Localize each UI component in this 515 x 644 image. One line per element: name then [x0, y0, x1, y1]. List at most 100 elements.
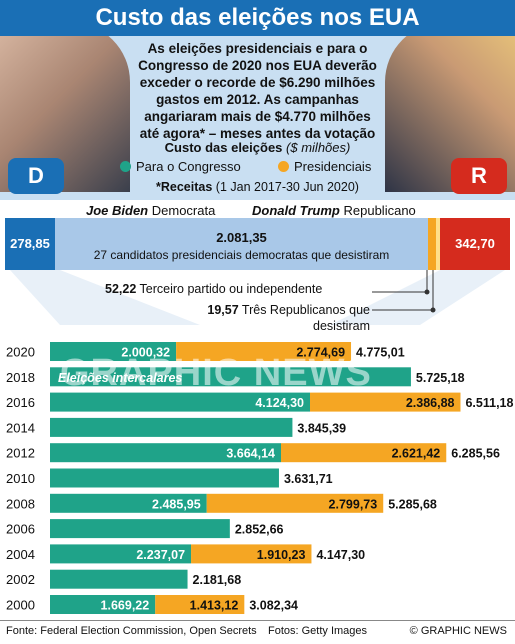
trump-name: Donald Trump — [252, 203, 340, 218]
year-label: 2002 — [6, 572, 35, 587]
legend-congress: Para o Congresso — [120, 159, 241, 174]
legend-presidential-label: Presidenciais — [294, 159, 372, 174]
bar-presidential — [155, 595, 245, 614]
biden-segment: 278,85 — [5, 218, 55, 270]
third-party-label: Terceiro partido ou independente — [139, 282, 323, 296]
third-party-note: 52,22 Terceiro partido ou independente — [105, 282, 322, 296]
footer-divider — [0, 620, 515, 621]
bar-congress — [50, 519, 230, 539]
total-label: 3.082,34 — [249, 599, 298, 613]
receipts-label: *Receitas — [156, 180, 213, 194]
bar-congress — [50, 392, 311, 412]
legend-presidential: Presidenciais — [278, 159, 371, 174]
rep-dropouts-label: Três Republicanos que desistiram — [241, 303, 370, 333]
bar-congress — [50, 595, 156, 614]
photos-credit: Fotos: Getty Images — [268, 625, 368, 637]
header-divider — [0, 200, 515, 215]
rep-dropouts-value: 19,57 — [207, 303, 239, 317]
intro-text: As eleições presidenciais e para o Congr… — [138, 41, 377, 141]
bar-congress — [50, 493, 207, 513]
label-congress: 4.124,30 — [255, 396, 304, 410]
year-label: 2014 — [6, 420, 35, 435]
year-label: 2006 — [6, 522, 35, 537]
bar-congress — [50, 443, 282, 463]
dem-dropouts-value: 2.081,35 — [216, 230, 267, 245]
dem-dropouts-label: 27 candidatos presidenciais democratas q… — [93, 248, 390, 262]
total-label: 4.775,01 — [356, 346, 405, 360]
total-label: 3.845,39 — [297, 421, 346, 435]
third-leader-dot — [424, 289, 430, 295]
label-presidential: 2.799,73 — [329, 497, 378, 511]
costs-title: Custo das eleições ($ milhões) — [135, 140, 380, 155]
bar-presidential — [310, 392, 461, 412]
watermark: GRAPHIC NEWS — [60, 352, 372, 394]
total-label: 5.725,18 — [416, 371, 465, 385]
trump-label: Donald Trump Republicano — [252, 203, 416, 218]
label-congress: 2.485,95 — [152, 497, 201, 511]
costs-unit: ($ milhões) — [286, 140, 351, 155]
biden-label: Joe Biden Democrata — [86, 203, 215, 218]
label-presidential: 2.774,69 — [296, 346, 345, 360]
label-congress: 3.664,14 — [226, 447, 275, 461]
cost-chart: 2020 2.000,32 2.774,69 4.775,01 2018 5.725,18… — [6, 342, 514, 614]
year-label: 2010 — [6, 471, 35, 486]
bar-presidential — [191, 544, 312, 564]
total-label: 6.511,18 — [465, 396, 513, 410]
year-label: 2016 — [6, 395, 35, 410]
receipts-period: (1 Jan 2017-30 Jun 2020) — [215, 180, 359, 194]
third-party-value: 52,22 — [105, 282, 137, 296]
total-label: 2.181,68 — [193, 573, 242, 587]
year-label: 2000 — [6, 598, 35, 613]
bar-presidential — [206, 493, 384, 513]
third-party-segment — [428, 218, 436, 270]
bar-congress — [50, 342, 177, 361]
biden-party: Democrata — [151, 203, 216, 218]
copyright: © GRAPHIC NEWS — [409, 625, 507, 637]
bar-presidential — [281, 443, 447, 463]
year-label: 2020 — [6, 345, 35, 360]
year-label: 2018 — [6, 370, 35, 385]
total-label: 3.631,71 — [284, 472, 333, 486]
rep-dropouts-segment — [436, 218, 440, 270]
label-congress: 2.000,32 — [121, 346, 170, 360]
bar-annotation: Eleições intercalares — [58, 371, 182, 385]
legend-presidential-swatch — [278, 161, 289, 172]
republican-elephant-icon: R — [451, 158, 507, 194]
bar-presidential — [176, 342, 352, 361]
label-congress: 2.237,07 — [136, 548, 185, 562]
biden-name: Joe Biden — [86, 203, 149, 218]
trump-segment: 342,70 — [440, 218, 510, 270]
label-presidential: 2.386,88 — [406, 396, 455, 410]
rep-dropouts-note: 19,57 Três Republicanos que desistiram — [200, 302, 370, 334]
bar-congress — [50, 367, 411, 387]
callout-wedge — [10, 270, 200, 325]
total-label: 4.147,30 — [316, 548, 365, 562]
label-presidential: 1.413,12 — [190, 599, 239, 613]
trump-party: Republicano — [343, 203, 416, 218]
label-congress: 1.669,22 — [101, 599, 150, 613]
year-label: 2008 — [6, 496, 35, 511]
total-label: 5.285,68 — [388, 497, 437, 511]
total-label: 2.852,66 — [235, 523, 284, 537]
democrat-donkey-icon: D — [8, 158, 64, 194]
page-title: Custo das eleições nos EUA — [0, 0, 515, 36]
receipts-note: *Receitas (1 Jan 2017-30 Jun 2020) — [135, 180, 380, 194]
bar-congress — [50, 468, 279, 488]
callout-lines — [10, 270, 505, 325]
rep-leader-dot — [430, 307, 436, 313]
callout-wedge-right — [330, 270, 505, 325]
costs-title-text: Custo das eleições — [164, 140, 283, 155]
legend-congress-label: Para o Congresso — [136, 159, 241, 174]
contributions-bar: 278,85 342,70 2.081,35 27 candidatos pre… — [5, 218, 510, 270]
dem-dropouts-segment — [55, 218, 428, 270]
legend-congress-swatch — [120, 161, 131, 172]
bar-congress — [50, 569, 188, 589]
label-presidential: 1.910,23 — [257, 548, 306, 562]
year-label: 2004 — [6, 547, 35, 562]
source-note: Fonte: Federal Election Commission, Open… — [6, 625, 257, 637]
label-presidential: 2.621,42 — [392, 447, 441, 461]
bar-congress — [50, 544, 192, 564]
year-label: 2012 — [6, 446, 35, 461]
bar-congress — [50, 417, 293, 437]
